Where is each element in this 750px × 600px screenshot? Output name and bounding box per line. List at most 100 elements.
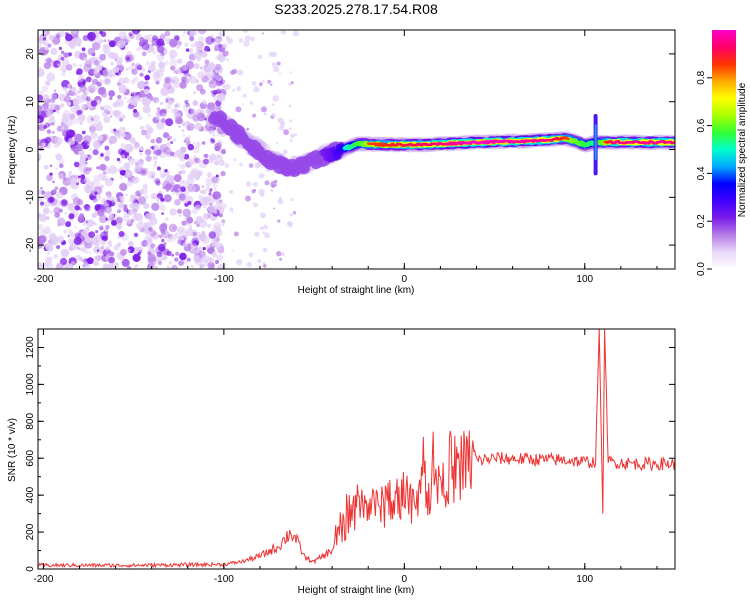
noise-speckle [158,243,166,252]
y-tick-label: -10 [25,190,36,205]
noise-speckle [188,48,194,54]
noise-speckle [95,86,99,90]
noise-speckle [108,40,116,48]
noise-speckle [178,213,182,217]
noise-speckle [41,85,48,93]
noise-speckle [290,139,293,142]
noise-speckle [178,260,185,266]
noise-speckle [139,37,145,42]
noise-speckle [38,213,47,222]
colorbar-tick-label: 0.0 [696,262,707,276]
noise-speckle [292,155,296,160]
noise-speckle [111,219,117,226]
noise-speckle [127,248,131,253]
noise-speckle [174,199,181,206]
noise-speckle [38,125,43,130]
y-tick-label: -20 [25,237,36,252]
noise-speckle [81,160,89,167]
noise-speckle [214,142,222,150]
noise-speckle [98,65,103,70]
noise-speckle [38,224,44,230]
noise-speckle [276,251,282,257]
noise-speckle [84,203,90,210]
noise-speckle [81,47,86,52]
noise-speckle [92,122,100,129]
noise-speckle [203,100,207,105]
noise-speckle [170,55,175,61]
noise-speckle [178,193,187,201]
noise-speckle [150,171,156,177]
noise-speckle [108,166,118,175]
noise-speckle [155,115,159,119]
noise-speckle [38,118,41,123]
noise-speckle [120,154,126,160]
noise-speckle [143,203,150,209]
noise-speckle [179,81,187,89]
noise-speckle [110,110,116,116]
noise-speckle [197,30,207,35]
noise-speckle [279,196,282,200]
noise-speckle [158,234,163,239]
noise-speckle [109,115,113,118]
noise-speckle [102,77,111,86]
noise-speckle [114,131,122,139]
noise-speckle [207,102,216,111]
noise-speckle [50,62,54,67]
noise-speckle [192,231,197,236]
noise-speckle [63,177,67,181]
noise-speckle [162,180,171,190]
noise-speckle [84,258,88,262]
noise-speckle [116,82,121,86]
noise-speckle [123,96,128,100]
noise-speckle [113,128,117,132]
noise-speckle [116,198,121,203]
noise-speckle [245,195,251,202]
noise-speckle [109,200,116,207]
noise-speckle [168,223,178,233]
noise-speckle [68,230,73,235]
noise-speckle [76,182,79,186]
noise-speckle [116,242,122,247]
noise-speckle [164,77,171,84]
noise-speckle [145,34,155,43]
noise-speckle [271,113,276,118]
noise-speckle [100,245,104,250]
noise-speckle [144,149,152,156]
noise-speckle [238,38,244,43]
noise-speckle [109,251,115,257]
noise-speckle [147,113,151,118]
noise-speckle [114,110,123,119]
noise-speckle [45,243,53,251]
noise-speckle [51,41,55,45]
noise-speckle [81,130,86,135]
noise-speckle [192,100,199,107]
noise-speckle [273,179,278,184]
spectral-ridge [278,157,291,168]
noise-speckle [115,216,123,224]
noise-speckle [130,194,136,200]
noise-speckle [118,84,127,94]
noise-speckle [258,172,265,179]
noise-speckle [143,88,150,95]
noise-speckle [160,52,165,57]
noise-speckle [99,60,102,64]
noise-speckle [68,174,72,178]
noise-speckle [202,158,209,165]
snr-y-label: SNR (10 * v/v) [7,418,18,482]
noise-speckle [187,157,196,166]
noise-speckle [197,218,203,224]
noise-speckle [94,191,98,195]
noise-speckle [236,259,243,266]
noise-speckle [85,96,91,102]
noise-speckle [104,178,113,187]
noise-speckle [257,259,262,264]
noise-speckle [146,170,155,179]
noise-speckle [98,214,108,224]
noise-speckle [125,193,128,197]
noise-speckle [111,197,118,204]
noise-speckle [59,31,65,37]
noise-speckle [210,90,214,94]
noise-speckle [90,117,94,121]
noise-speckle [60,126,65,131]
noise-speckle [56,110,60,114]
